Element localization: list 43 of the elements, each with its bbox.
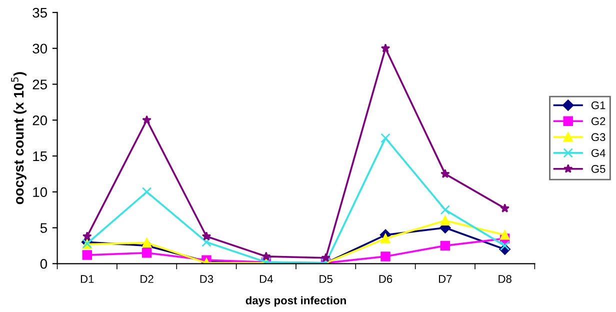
point <box>142 238 152 248</box>
point <box>202 232 212 240</box>
y-tick-label: 25 <box>32 80 47 90</box>
point <box>500 240 510 251</box>
legend-label: G5 <box>591 165 606 173</box>
point <box>380 252 390 262</box>
legend-label: G1 <box>591 101 606 110</box>
point <box>261 252 271 261</box>
point <box>380 44 390 52</box>
x-tick-label: D6 <box>379 275 392 283</box>
legend-label: G4 <box>591 149 606 157</box>
x-tick-label: D5 <box>320 275 332 283</box>
legend-label: G2 <box>591 117 606 126</box>
point <box>500 230 510 240</box>
y-tick-label: 5 <box>40 223 47 233</box>
y-tick-label: 30 <box>32 44 48 54</box>
point <box>440 204 450 215</box>
point <box>202 237 212 247</box>
x-tick-label: D7 <box>438 275 452 283</box>
point <box>380 234 390 244</box>
point <box>440 216 450 226</box>
x-tick-label: D2 <box>140 275 154 283</box>
x-axis-title: days post infection <box>246 296 346 307</box>
point <box>142 115 152 124</box>
x-tick-label: D1 <box>80 275 94 283</box>
point <box>142 187 152 197</box>
x-tick-label: D4 <box>260 275 273 283</box>
point <box>82 250 92 260</box>
point <box>380 133 390 143</box>
point <box>500 204 510 212</box>
point <box>82 232 92 240</box>
y-tick-label: 0 <box>40 258 48 269</box>
y-tick-label: 10 <box>33 187 48 198</box>
y-tick-label: 35 <box>32 8 47 18</box>
x-tick-label: D8 <box>498 275 512 283</box>
x-tick-label: D3 <box>200 275 214 283</box>
y-tick-label: 20 <box>32 115 48 126</box>
point <box>440 240 450 251</box>
legend-label: G3 <box>591 133 606 142</box>
point <box>440 169 450 178</box>
y-tick-label: 15 <box>33 151 47 162</box>
y-axis-title: oocyst count (x 10$^{5}$) <box>11 72 26 204</box>
point <box>142 248 152 258</box>
